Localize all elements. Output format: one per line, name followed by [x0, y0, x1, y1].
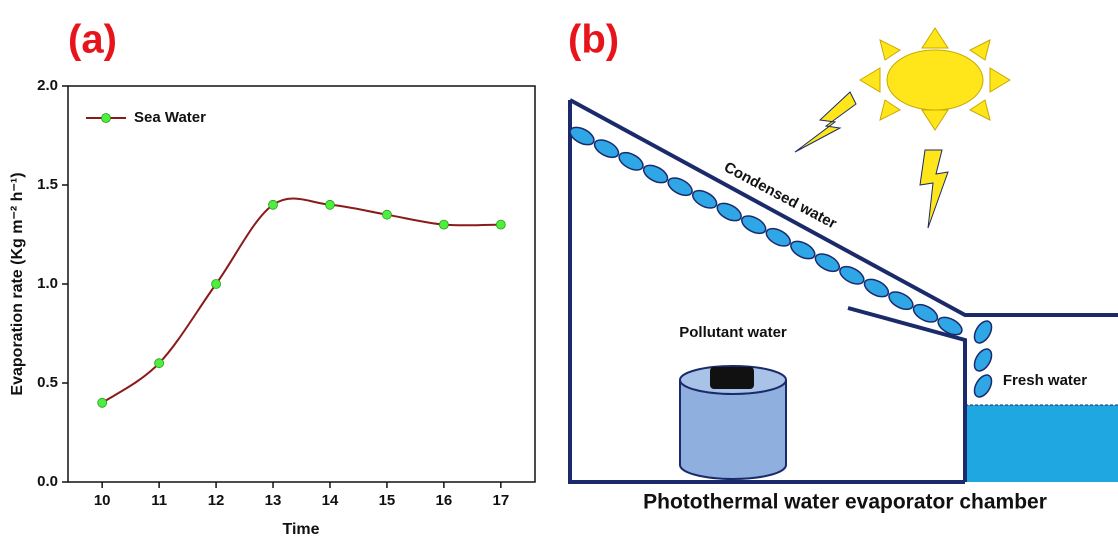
marker	[438, 219, 449, 230]
y-tick-label: 0.5	[37, 374, 58, 391]
droplet	[716, 202, 742, 222]
roof-label: Condensed water	[721, 159, 840, 233]
droplet	[973, 320, 993, 344]
x-axis-title: Time	[282, 521, 319, 538]
y-axis-title: Evaporation rate (Kg m⁻² h⁻¹)	[9, 172, 26, 395]
x-tick-label: 11	[151, 492, 167, 509]
line	[101, 197, 501, 404]
droplet	[741, 215, 767, 235]
droplet	[839, 265, 865, 285]
droplet	[667, 177, 693, 197]
droplet	[973, 348, 993, 372]
marker	[325, 199, 335, 210]
plot-frame	[67, 85, 536, 483]
y-tick-label: 1.0	[37, 275, 58, 292]
droplet	[618, 151, 644, 171]
inner-plate	[847, 306, 967, 482]
x-tick-label: 14	[322, 492, 339, 509]
source-label: Pollutant water	[679, 324, 787, 341]
droplets	[569, 126, 993, 398]
droplet	[863, 278, 890, 298]
legend-label: Sea Water	[134, 109, 206, 126]
marker	[268, 199, 278, 210]
droplet	[814, 253, 841, 273]
droplet	[691, 189, 718, 209]
marker	[211, 279, 221, 289]
droplet	[937, 316, 963, 336]
x-tick-label: 13	[265, 492, 282, 509]
output-label: Fresh water	[1003, 372, 1087, 389]
marker	[382, 209, 392, 220]
chamber-wall	[568, 100, 965, 484]
cylinder	[679, 365, 787, 480]
sun	[859, 27, 1011, 131]
droplet	[888, 291, 914, 311]
x-tick-label: 15	[379, 492, 396, 509]
droplet	[593, 139, 620, 159]
x-tick-label: 16	[436, 492, 453, 509]
diagram: (b) Condensed water Pollutant water Fres…	[568, 18, 1118, 514]
x-tick-label: 12	[208, 492, 225, 509]
marker	[154, 358, 165, 369]
panel-label: (b)	[568, 18, 619, 62]
caption: Photothermal water evaporator chamber	[643, 491, 1047, 514]
y-tick-label: 2.0	[37, 77, 58, 94]
droplet	[912, 303, 939, 323]
sunbeam	[794, 91, 857, 153]
droplet	[790, 240, 816, 260]
y-tick-label: 1.5	[37, 176, 58, 193]
y-tick-label: 0.0	[37, 473, 58, 490]
fresh-water	[965, 405, 1118, 482]
chamber-roof	[569, 98, 1118, 317]
droplet	[569, 126, 595, 146]
marker	[97, 397, 108, 408]
sunbeam	[919, 149, 949, 229]
marker	[495, 219, 506, 230]
x-tick-label: 10	[94, 492, 111, 509]
droplet	[765, 227, 791, 247]
legend-marker	[101, 113, 111, 123]
panel-label: (a)	[68, 18, 117, 62]
droplet	[642, 164, 669, 184]
x-tick-label: 17	[492, 492, 509, 509]
droplet	[973, 374, 993, 398]
